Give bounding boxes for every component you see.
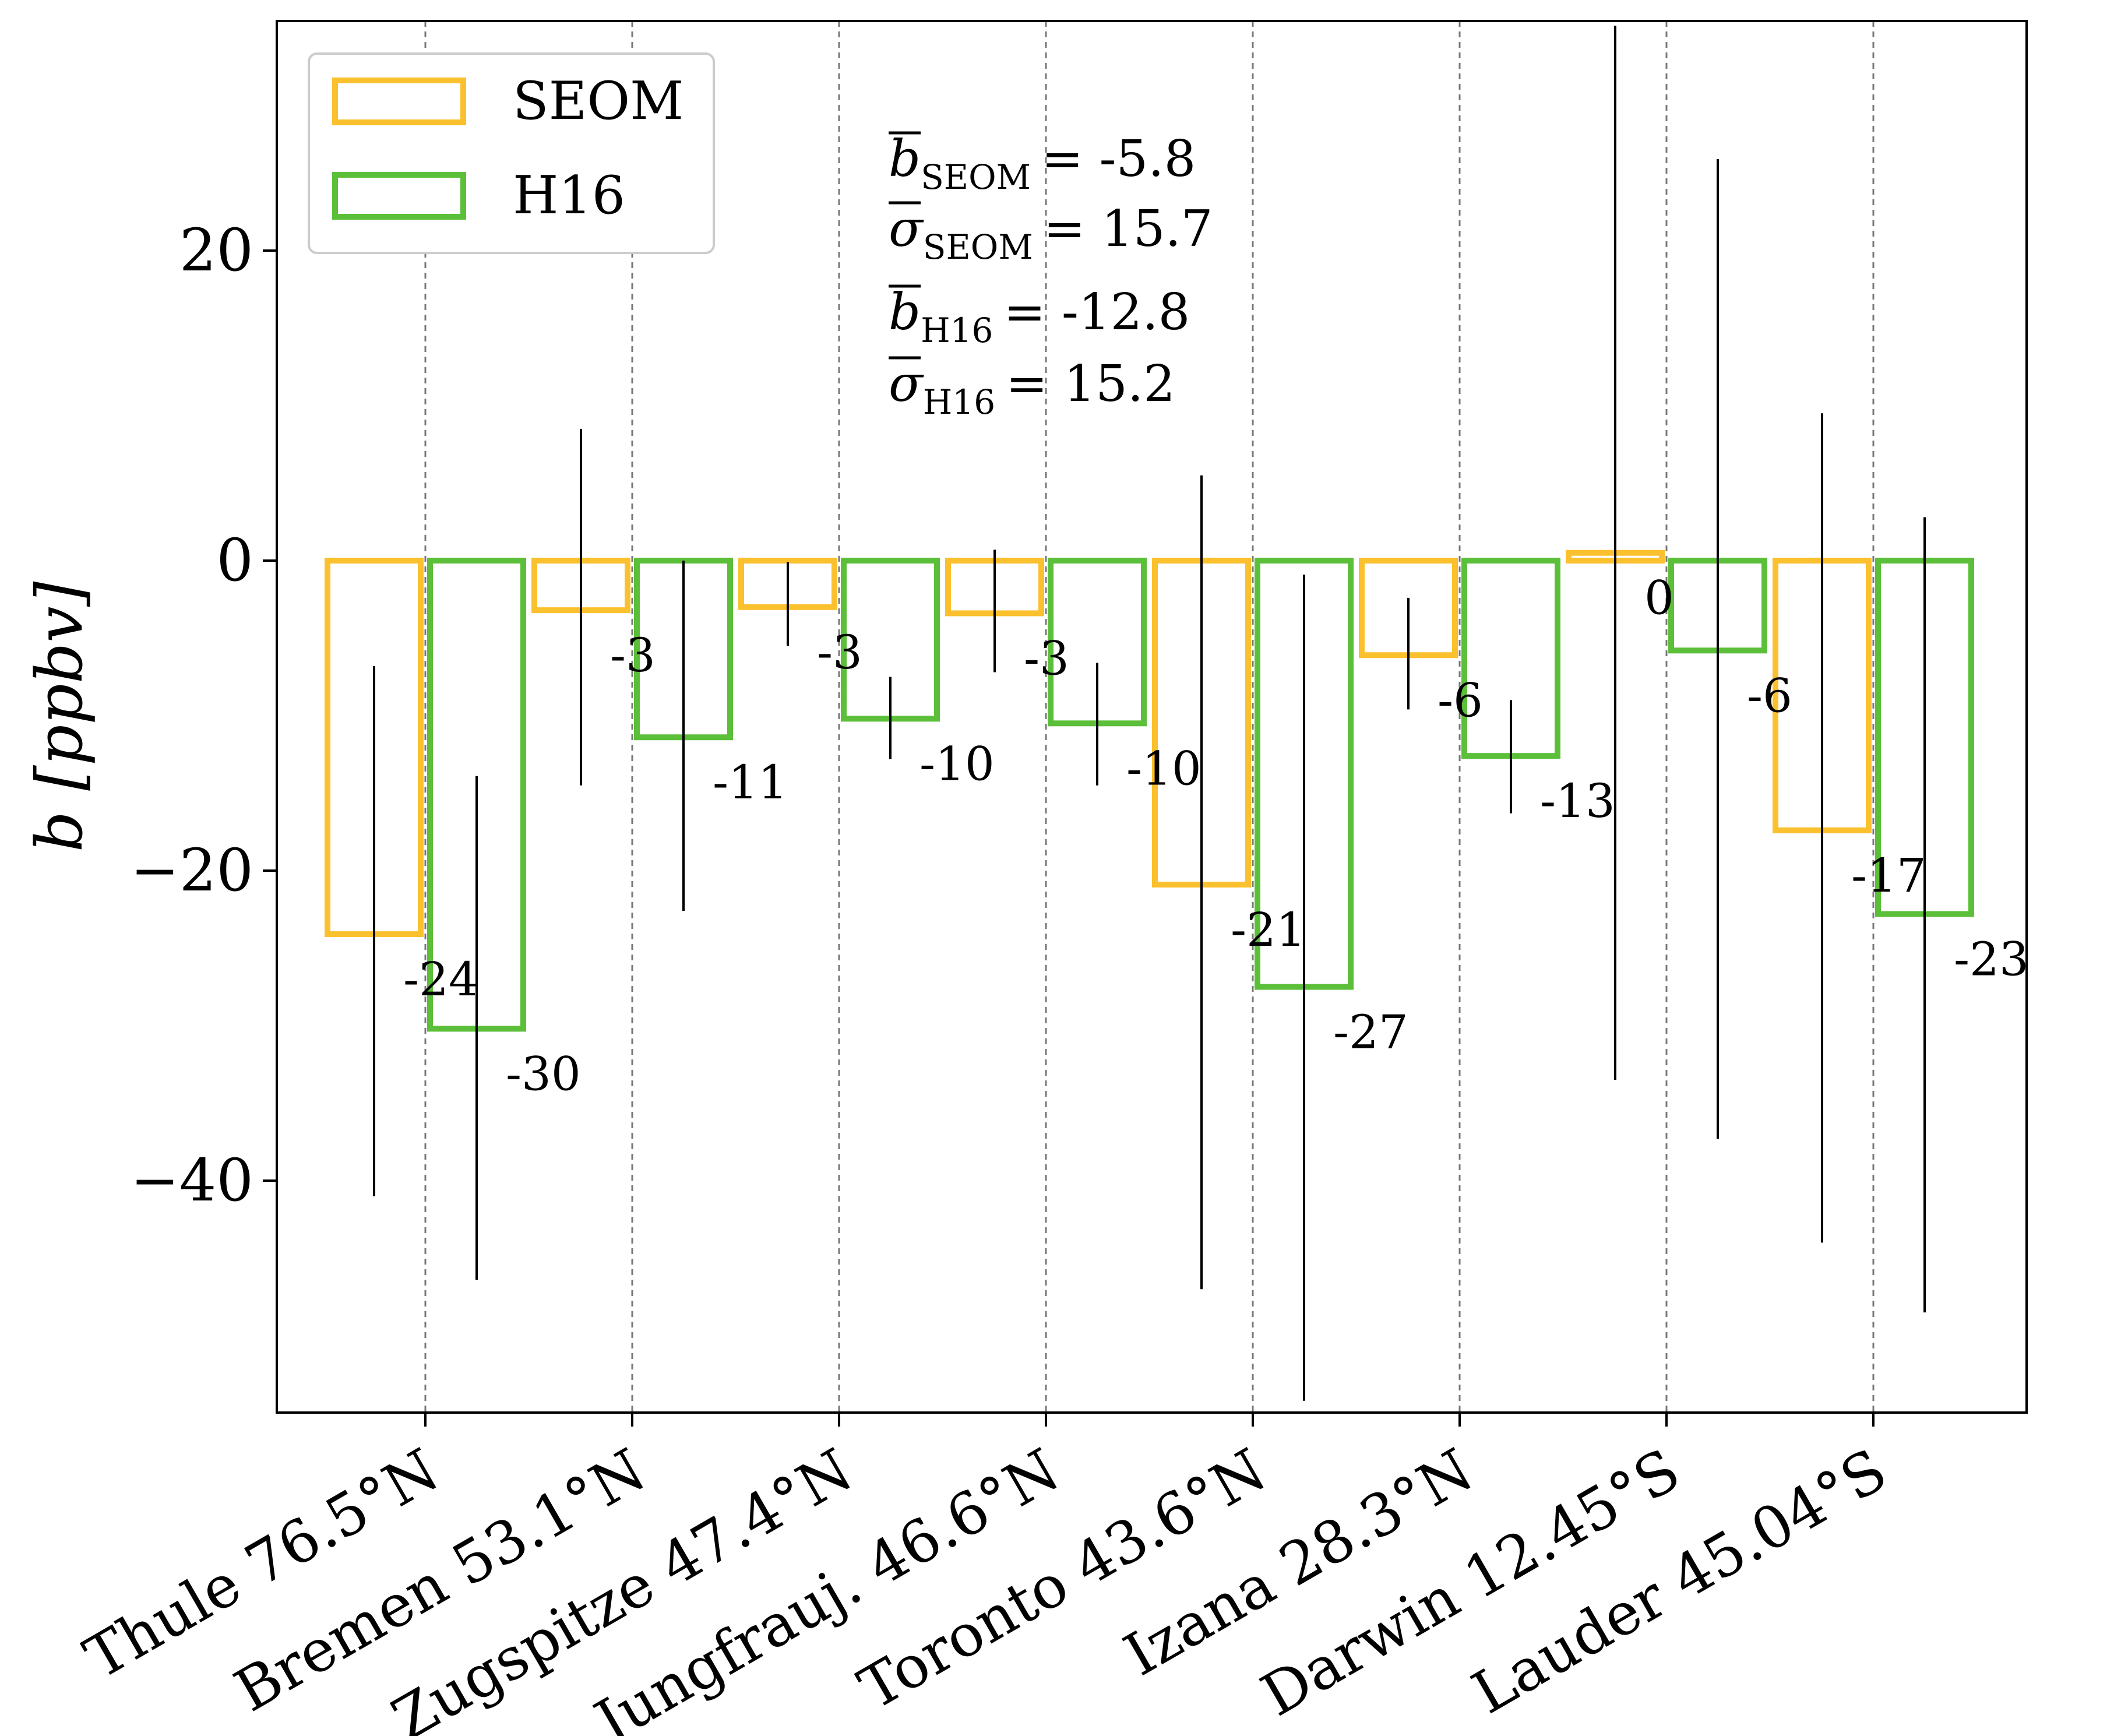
error-bars (373, 26, 1926, 1401)
value-label-h16-8: -23 (1954, 932, 2029, 986)
value-label-h16-3: -10 (919, 737, 995, 791)
value-label-h16-5: -27 (1333, 1005, 1408, 1059)
value-label-h16-7: -6 (1747, 668, 1792, 723)
value-label-seom-2: -3 (610, 628, 656, 682)
value-label-seom-4: -3 (1024, 631, 1069, 685)
y-tick-label: −40 (131, 1146, 253, 1214)
legend-swatch-h16 (332, 172, 466, 220)
legend-label-h16: H16 (513, 165, 625, 226)
legend-swatch-seom (332, 78, 466, 125)
value-labels: -24 -3 -3 -3 -21 -6 0 -17 -30 -11 -10 -10 -27 -13 -6 -2… (403, 571, 2029, 1101)
plot-frame (276, 20, 2028, 1414)
value-label-seom-7: 0 (1644, 571, 1674, 625)
value-label-seom-8: -17 (1851, 848, 1926, 903)
value-label-h16-2: -11 (713, 755, 788, 809)
legend: SEOM H16 (308, 52, 715, 254)
legend-label-seom: SEOM (513, 71, 683, 132)
value-label-h16-1: -30 (506, 1047, 581, 1101)
y-axis: 20 0 −20 −40 (131, 216, 277, 1214)
y-tick-label: 20 (179, 216, 253, 284)
value-label-seom-5: -21 (1231, 903, 1306, 957)
stat-annotation: σH16 = 15.2 (889, 355, 1175, 422)
y-axis-label: b [ppbv] (22, 581, 97, 853)
value-label-seom-3: -3 (817, 625, 862, 679)
plot-area: -24 -3 -3 -3 -21 -6 0 -17 -30 -11 -10 -10 -27 -13 -6 -2… (276, 20, 2029, 1414)
y-tick-label: −20 (131, 836, 253, 904)
value-label-seom-1: -24 (403, 952, 478, 1006)
y-tick-label: 0 (216, 526, 253, 594)
stat-annotation: σSEOM = 15.7 (889, 200, 1213, 267)
value-label-seom-6: -6 (1437, 673, 1483, 727)
value-label-h16-6: -13 (1540, 774, 1615, 828)
value-label-h16-4: -10 (1126, 741, 1202, 795)
legend-box (308, 52, 715, 254)
stat-annotation: bSEOM = -5.8 (889, 130, 1196, 197)
stat-annotation: bH16 = -12.8 (889, 283, 1190, 350)
